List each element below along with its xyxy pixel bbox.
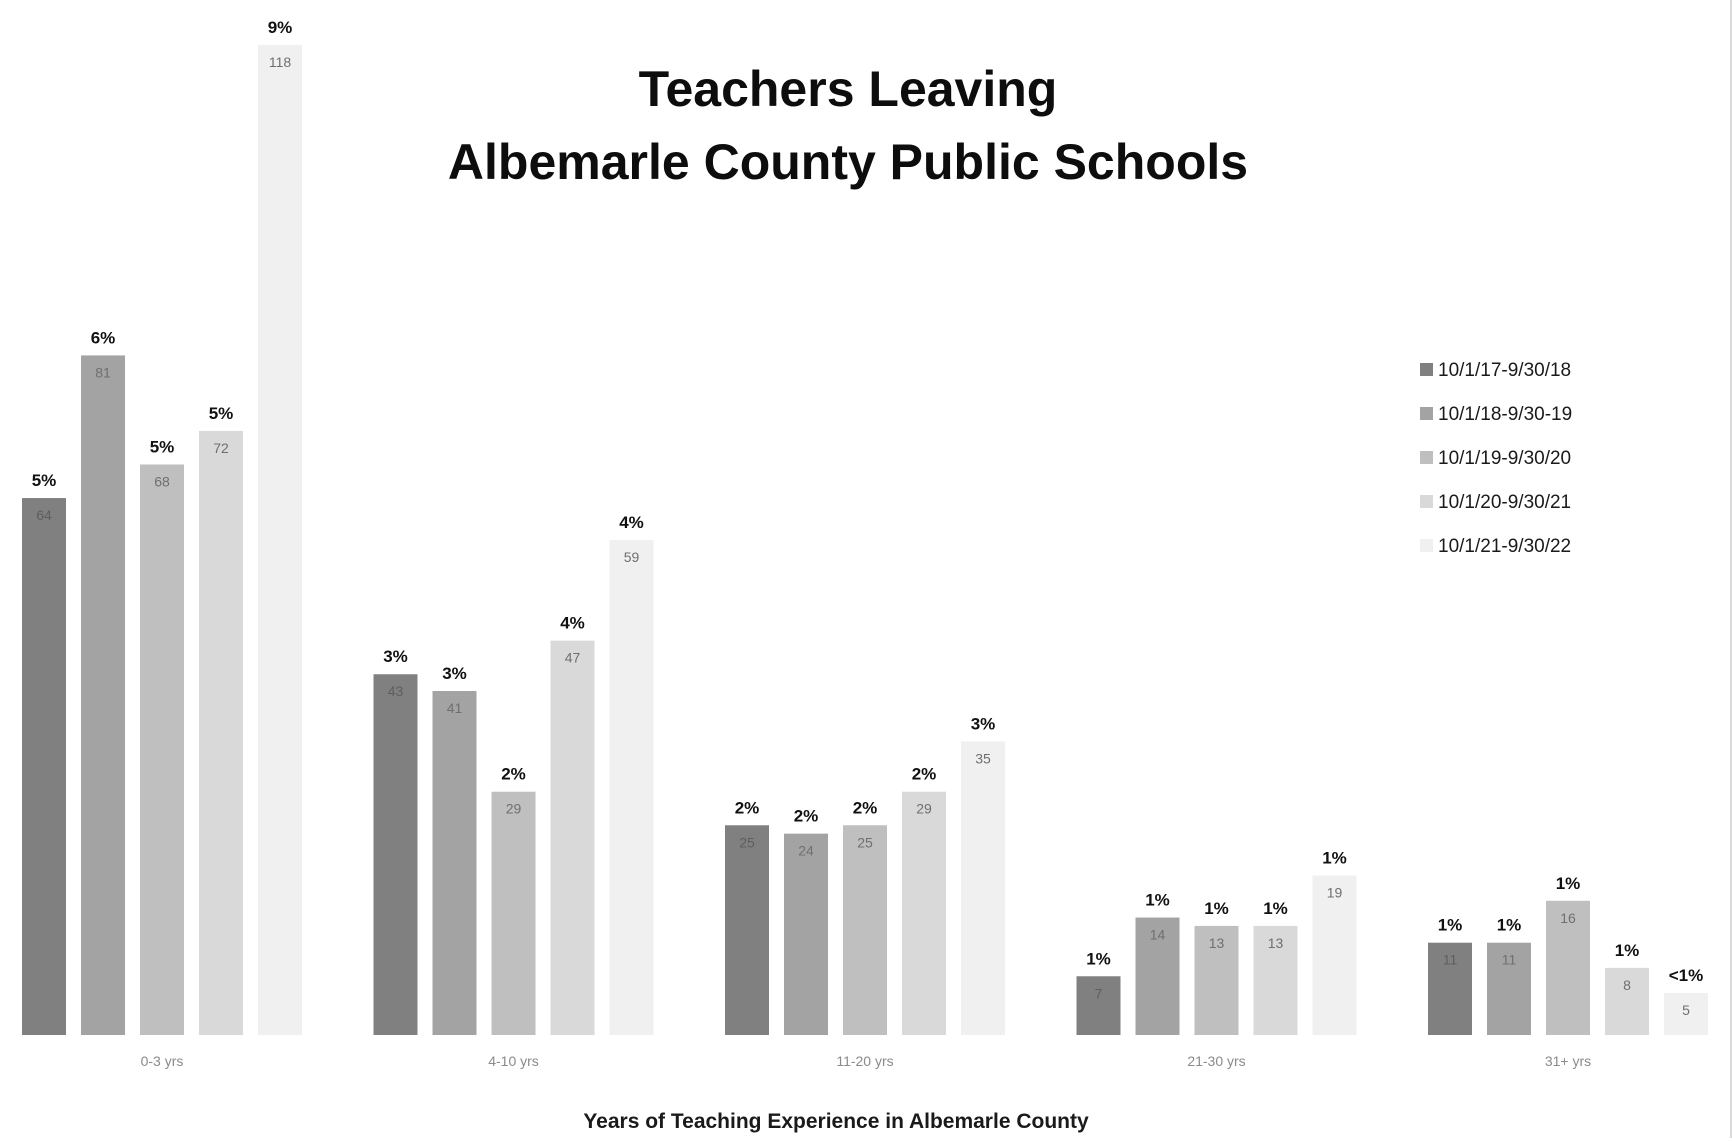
chart-title: Albemarle County Public Schools	[448, 134, 1248, 190]
bar	[1312, 875, 1357, 1035]
bar-percent-label: 2%	[735, 798, 760, 817]
bar	[373, 674, 418, 1035]
bar	[961, 741, 1005, 1035]
x-tick-label: 31+ yrs	[1545, 1053, 1591, 1069]
bar	[1076, 976, 1121, 1035]
bar	[843, 825, 887, 1035]
bar-value-label: 59	[624, 549, 640, 565]
bar-percent-label: 2%	[853, 798, 878, 817]
bar-value-label: 11	[1443, 952, 1458, 968]
bar-value-label: 41	[447, 700, 463, 716]
bar	[1487, 942, 1531, 1035]
bar-percent-label: 3%	[383, 647, 408, 666]
bar-value-label: 81	[95, 364, 111, 380]
x-tick-label: 0-3 yrs	[141, 1053, 184, 1069]
bar-value-label: 16	[1560, 910, 1576, 926]
bar-value-label: 5	[1682, 1002, 1690, 1018]
bar	[1605, 967, 1649, 1035]
bar-percent-label: 5%	[209, 404, 234, 423]
bar-percent-label: 4%	[619, 513, 644, 532]
bar-value-label: 47	[565, 650, 581, 666]
bar	[22, 498, 66, 1035]
bar	[784, 833, 828, 1035]
bar-value-label: 19	[1327, 885, 1343, 901]
bar	[1194, 925, 1239, 1035]
bar-percent-label: 1%	[1145, 891, 1170, 910]
x-tick-label: 21-30 yrs	[1187, 1053, 1245, 1069]
bar-percent-label: <1%	[1669, 966, 1704, 985]
x-tick-label: 4-10 yrs	[488, 1053, 539, 1069]
bar	[258, 45, 302, 1035]
bar	[1664, 993, 1708, 1035]
bar-percent-label: 2%	[501, 765, 526, 784]
bar-value-label: 68	[154, 473, 170, 489]
bar-value-label: 43	[388, 683, 404, 699]
legend-label: 10/1/18-9/30-19	[1438, 404, 1572, 425]
x-axis-label: Years of Teaching Experience in Albemarl…	[583, 1110, 1089, 1133]
legend-swatch	[1420, 407, 1433, 420]
bar-percent-label: 3%	[971, 714, 996, 733]
right-edge-divider	[1730, 0, 1732, 1138]
bar-value-label: 35	[975, 750, 991, 766]
bar	[1546, 900, 1590, 1035]
bar-value-label: 64	[36, 507, 52, 523]
legend-swatch	[1420, 363, 1433, 376]
bar-value-label: 14	[1150, 927, 1166, 943]
bar-value-label: 11	[1502, 952, 1517, 968]
bar	[140, 464, 184, 1035]
bar-percent-label: 1%	[1086, 949, 1111, 968]
bar	[1253, 925, 1298, 1035]
bar-percent-label: 1%	[1322, 849, 1347, 868]
bar-value-label: 24	[798, 843, 814, 859]
bar	[902, 791, 946, 1035]
bar	[1428, 942, 1472, 1035]
bar	[81, 355, 125, 1036]
bar-percent-label: 3%	[442, 664, 467, 683]
bar-percent-label: 9%	[268, 18, 293, 37]
bar-percent-label: 6%	[91, 328, 116, 347]
bar-percent-label: 1%	[1263, 899, 1288, 918]
bar-value-label: 13	[1268, 935, 1284, 951]
legend-swatch	[1420, 451, 1433, 464]
bar-percent-label: 4%	[560, 614, 585, 633]
legend-label: 10/1/21-9/30/22	[1438, 536, 1571, 557]
chart-title: Teachers Leaving	[639, 61, 1058, 117]
bar-percent-label: 1%	[1497, 916, 1522, 935]
legend-label: 10/1/17-9/30/18	[1438, 360, 1571, 381]
bar-percent-label: 2%	[912, 765, 937, 784]
bar-value-label: 7	[1095, 985, 1103, 1001]
legend-swatch	[1420, 539, 1433, 552]
bar-value-label: 25	[739, 834, 755, 850]
bar-percent-label: 5%	[32, 471, 57, 490]
bar-percent-label: 1%	[1615, 941, 1640, 960]
bar	[725, 825, 769, 1035]
bar-value-label: 8	[1623, 977, 1631, 993]
x-tick-label: 11-20 yrs	[836, 1053, 893, 1069]
bar-value-label: 72	[213, 440, 229, 456]
bar	[491, 791, 536, 1035]
bar-percent-label: 1%	[1204, 899, 1229, 918]
bar	[609, 540, 654, 1035]
bar-value-label: 25	[857, 834, 873, 850]
bar-percent-label: 1%	[1556, 874, 1581, 893]
bar-value-label: 118	[269, 54, 292, 70]
bar	[1135, 917, 1180, 1035]
bar	[199, 430, 243, 1035]
bar-value-label: 29	[506, 801, 522, 817]
bar-percent-label: 2%	[794, 807, 819, 826]
legend-swatch	[1420, 495, 1433, 508]
bar	[550, 640, 595, 1035]
bar	[432, 691, 477, 1035]
legend-label: 10/1/19-9/30/20	[1438, 448, 1571, 469]
bar-value-label: 29	[916, 801, 932, 817]
bar-value-label: 13	[1209, 935, 1225, 951]
bar-percent-label: 1%	[1438, 916, 1463, 935]
bar-percent-label: 5%	[150, 437, 175, 456]
legend-label: 10/1/20-9/30/21	[1438, 492, 1571, 513]
